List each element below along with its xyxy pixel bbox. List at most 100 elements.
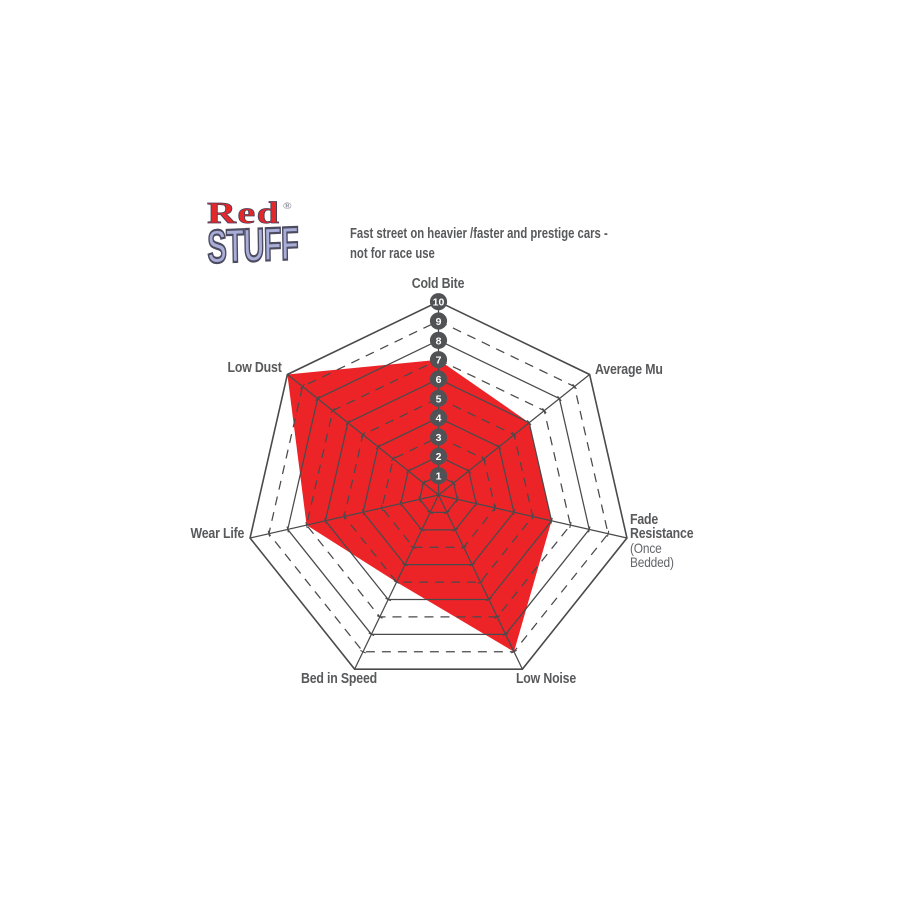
radar-tick bbox=[606, 530, 610, 537]
axis-label-cold-bite: Cold Bite bbox=[411, 276, 465, 292]
logo-red-text: Red bbox=[207, 195, 281, 230]
tagline-line-2: not for race use bbox=[350, 246, 435, 262]
radar-tick bbox=[477, 580, 484, 584]
axis-sublabel-once-bedded: (Once Bedded) bbox=[630, 540, 674, 570]
radar-tick bbox=[368, 632, 375, 637]
scale-badge-1 bbox=[429, 467, 448, 485]
axis-label-low-dust: Low Dust bbox=[227, 360, 282, 376]
radar-tick bbox=[512, 509, 516, 516]
scale-badge-number-8: 8 bbox=[436, 335, 442, 347]
radar-tick bbox=[460, 545, 467, 550]
scale-badge-10 bbox=[429, 293, 448, 311]
radar-ring-3 bbox=[381, 436, 496, 548]
scale-badge-8 bbox=[429, 331, 448, 349]
redstuff-logo: Red ® STUFF bbox=[206, 197, 327, 274]
radar-ring-8 bbox=[287, 339, 590, 635]
radar-tick bbox=[485, 597, 492, 602]
radar-ring-7 bbox=[305, 358, 572, 618]
radar-tick bbox=[361, 509, 365, 516]
radar-tick bbox=[267, 530, 271, 537]
scale-badge-number-1: 1 bbox=[436, 471, 442, 483]
scale-badge-7 bbox=[429, 351, 448, 369]
radar-tick bbox=[452, 528, 459, 532]
radar-tick bbox=[360, 432, 366, 438]
axis-label-bed-in-speed: Bed in Speed bbox=[300, 671, 378, 687]
scale-badge-5 bbox=[429, 389, 448, 407]
radar-tick bbox=[402, 562, 408, 567]
tagline-line-1: Fast street on heavier /faster and prest… bbox=[350, 226, 608, 242]
scale-badge-number-5: 5 bbox=[436, 393, 442, 405]
radar-tick bbox=[456, 496, 459, 503]
radar-tick bbox=[550, 517, 553, 524]
radar-tick bbox=[496, 444, 502, 450]
registered-trademark-symbol: ® bbox=[282, 201, 292, 211]
radar-tick bbox=[502, 632, 509, 637]
radar-tick bbox=[469, 562, 475, 567]
radar-tick bbox=[315, 395, 320, 402]
scale-badge-number-3: 3 bbox=[436, 432, 442, 444]
radar-ring-6 bbox=[324, 378, 553, 601]
radar-tick bbox=[451, 480, 456, 486]
scale-badge-number-9: 9 bbox=[436, 316, 442, 328]
radar-tick bbox=[390, 456, 396, 462]
radar-tick bbox=[443, 510, 450, 515]
scale-badge-6 bbox=[429, 370, 448, 388]
scale-badge-2 bbox=[429, 447, 448, 465]
radar-tick bbox=[474, 500, 478, 507]
radar-tick bbox=[588, 526, 591, 533]
radar-tick bbox=[376, 615, 383, 619]
axis-label-fade-resistance: Fade Resistance (Once Bedded) bbox=[630, 513, 701, 569]
axis-label-average-mu: Average Mu bbox=[595, 362, 663, 378]
radar-tick bbox=[375, 444, 381, 450]
radar-tick bbox=[494, 615, 501, 619]
scale-badge-9 bbox=[429, 312, 448, 330]
radar-tick bbox=[418, 496, 421, 503]
radar-data-polygon bbox=[287, 359, 552, 652]
radar-tick bbox=[493, 504, 497, 511]
radar-tick bbox=[305, 522, 308, 529]
radar-tick bbox=[300, 383, 305, 390]
scale-badge-number-6: 6 bbox=[436, 374, 442, 386]
radar-tick bbox=[418, 528, 425, 532]
scale-badge-number-2: 2 bbox=[436, 451, 442, 463]
radar-ring-4 bbox=[362, 416, 515, 566]
radar-tick bbox=[511, 432, 517, 438]
radar-tick bbox=[511, 649, 517, 654]
radar-tick bbox=[466, 468, 472, 474]
radar-ring-1 bbox=[418, 474, 459, 514]
axis-label-wear-life: Wear Life bbox=[190, 526, 244, 542]
radar-tick bbox=[405, 468, 411, 474]
scale-badge-3 bbox=[429, 428, 448, 446]
radar-tick bbox=[385, 597, 392, 602]
radar-tick bbox=[330, 407, 336, 414]
radar-tick bbox=[324, 517, 327, 524]
scale-badge-4 bbox=[429, 409, 448, 427]
scale-badge-number-10: 10 bbox=[433, 297, 445, 309]
radar-ring-10 bbox=[249, 300, 628, 670]
radar-tick bbox=[481, 456, 487, 462]
radar-tick bbox=[343, 513, 346, 520]
product-tagline: Fast street on heavier /faster and prest… bbox=[350, 224, 608, 264]
logo-red-word: Red ® bbox=[207, 195, 363, 230]
axis-label-fade-resistance-main: Fade Resistance bbox=[630, 512, 694, 542]
radar-tick bbox=[421, 480, 426, 486]
radar-ring-2 bbox=[400, 455, 477, 531]
radar-tick bbox=[380, 504, 384, 511]
radar-tick bbox=[572, 383, 577, 390]
radar-tick bbox=[427, 510, 434, 515]
radar-tick bbox=[393, 580, 400, 584]
scale-badge-number-4: 4 bbox=[436, 413, 442, 425]
radar-tick bbox=[286, 526, 289, 533]
radar-tick bbox=[541, 407, 547, 414]
scale-badge-number-7: 7 bbox=[436, 355, 442, 367]
radar-tick bbox=[557, 395, 562, 402]
radar-tick bbox=[345, 419, 351, 426]
radar-tick bbox=[399, 500, 403, 507]
radar-ring-5 bbox=[343, 397, 534, 583]
radar-tick bbox=[531, 513, 534, 520]
radar-tick bbox=[526, 419, 532, 426]
axis-label-low-noise: Low Noise bbox=[515, 671, 577, 687]
radar-tick bbox=[569, 522, 572, 529]
